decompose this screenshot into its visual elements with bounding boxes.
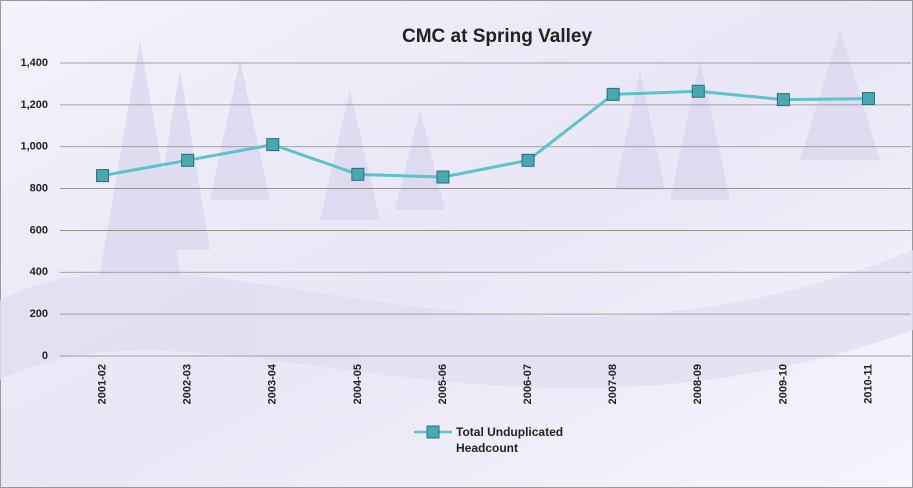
y-tick-label: 1,400 bbox=[20, 57, 48, 69]
x-tick-label: 2008-09 bbox=[692, 364, 704, 404]
data-point bbox=[862, 93, 874, 105]
data-point bbox=[97, 170, 109, 182]
chart: CMC at Spring Valley 0 200 400 600 800 1,000 1… bbox=[0, 0, 913, 488]
x-tick-label: 2009-10 bbox=[777, 364, 789, 404]
data-point bbox=[607, 88, 619, 100]
data-point bbox=[182, 154, 194, 166]
chart-container: CMC at Spring Valley 0 200 400 600 800 1,000 1… bbox=[0, 0, 913, 488]
x-tick-label: 2004-05 bbox=[352, 364, 364, 404]
legend-label: Total Unduplicated Headcount bbox=[456, 424, 566, 456]
x-tick-label: 2003-04 bbox=[267, 363, 279, 404]
data-point bbox=[352, 168, 364, 180]
x-tick-label: 2010-11 bbox=[862, 364, 874, 404]
data-point bbox=[522, 154, 534, 166]
chart-title: CMC at Spring Valley bbox=[402, 26, 592, 47]
legend-symbol bbox=[427, 426, 439, 438]
x-tick-label: 2001-02 bbox=[96, 364, 108, 404]
x-tick-label: 2007-08 bbox=[607, 364, 619, 404]
y-tick-label: 600 bbox=[30, 224, 48, 236]
legend: Total Unduplicated Headcount bbox=[412, 424, 566, 456]
data-point bbox=[267, 139, 279, 151]
y-tick-label: 200 bbox=[30, 308, 48, 320]
x-tick-label: 2006-07 bbox=[522, 364, 534, 404]
data-point bbox=[692, 85, 704, 97]
data-point bbox=[437, 171, 449, 183]
x-tick-label: 2005-06 bbox=[437, 364, 449, 404]
x-tick-label: 2002-03 bbox=[182, 364, 194, 404]
legend-marker bbox=[412, 424, 456, 440]
y-tick-label: 800 bbox=[30, 182, 48, 194]
y-tick-label: 0 bbox=[42, 350, 48, 362]
y-tick-label: 1,000 bbox=[20, 141, 48, 153]
y-tick-label: 400 bbox=[30, 266, 48, 278]
y-tick-label: 1,200 bbox=[20, 99, 48, 111]
data-point bbox=[777, 94, 789, 106]
